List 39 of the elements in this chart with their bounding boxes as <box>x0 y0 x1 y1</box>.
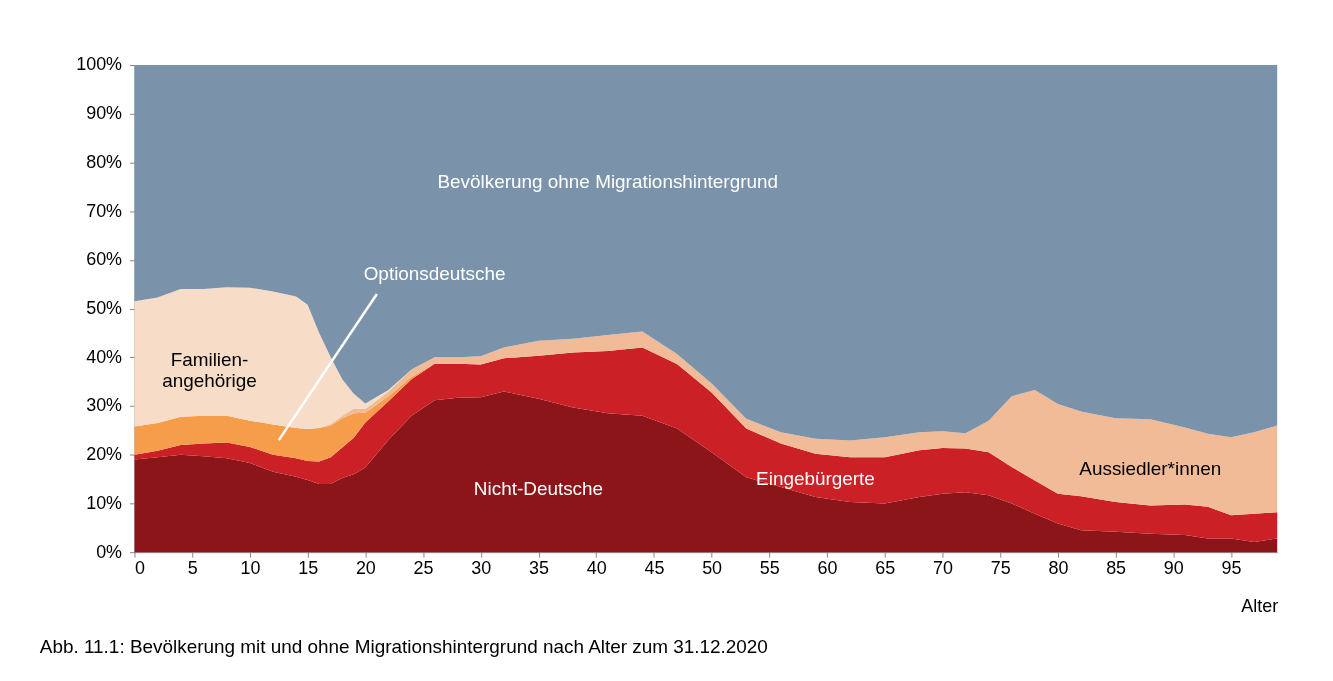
x-tick-label: 60 <box>817 557 838 578</box>
x-tick-label: 35 <box>529 557 549 578</box>
y-tick-label: 70% <box>86 200 123 221</box>
y-tick-label: 80% <box>86 151 123 172</box>
series-label: Nicht-Deutsche <box>473 477 604 499</box>
x-tick-label: 95 <box>1221 557 1242 578</box>
x-tick-label: 80 <box>1048 557 1069 578</box>
y-tick-label: 90% <box>86 103 123 124</box>
x-tick-label: 70 <box>933 557 953 578</box>
y-tick-label: 20% <box>86 444 123 465</box>
y-tick-label: 60% <box>86 249 123 270</box>
series-label: Bevölkerung ohne Migrationshintergrund <box>437 170 779 192</box>
x-tick-label: 0 <box>134 557 145 578</box>
caption: Abb. 11.1: Bevölkerung mit und ohne Migrationshintergrund nach Alter zum 31.12.2020 <box>39 635 768 657</box>
x-tick-label: 10 <box>240 557 261 578</box>
x-axis-title: Alter <box>1241 595 1279 616</box>
y-tick-label: 0% <box>96 541 123 562</box>
x-tick-label: 55 <box>759 557 780 578</box>
x-tick-label: 25 <box>413 557 434 578</box>
series-label: Eingebürgerte <box>756 468 875 490</box>
x-tick-label: 30 <box>471 557 492 578</box>
x-tick-label: 75 <box>990 557 1011 578</box>
x-tick-label: 20 <box>355 557 376 578</box>
x-tick-label: 65 <box>875 557 896 578</box>
y-tick-label: 100% <box>76 54 123 75</box>
x-tick-label: 90 <box>1163 557 1184 578</box>
y-tick-label: 50% <box>86 298 123 319</box>
text: Optionsdeutsche <box>363 263 506 285</box>
series-label: Aussiedler*innen <box>1079 458 1222 480</box>
x-tick-label: 50 <box>702 557 723 578</box>
y-tick-label: 10% <box>86 492 123 513</box>
series-label: Familien- angehörige <box>162 348 257 391</box>
x-tick-label: 40 <box>586 557 607 578</box>
x-tick-label: 5 <box>187 557 198 578</box>
x-tick-label: 85 <box>1106 557 1127 578</box>
x-tick-label: 15 <box>298 557 319 578</box>
x-tick-label: 45 <box>644 557 665 578</box>
y-tick-label: 40% <box>86 346 123 367</box>
y-tick-label: 30% <box>86 395 123 416</box>
